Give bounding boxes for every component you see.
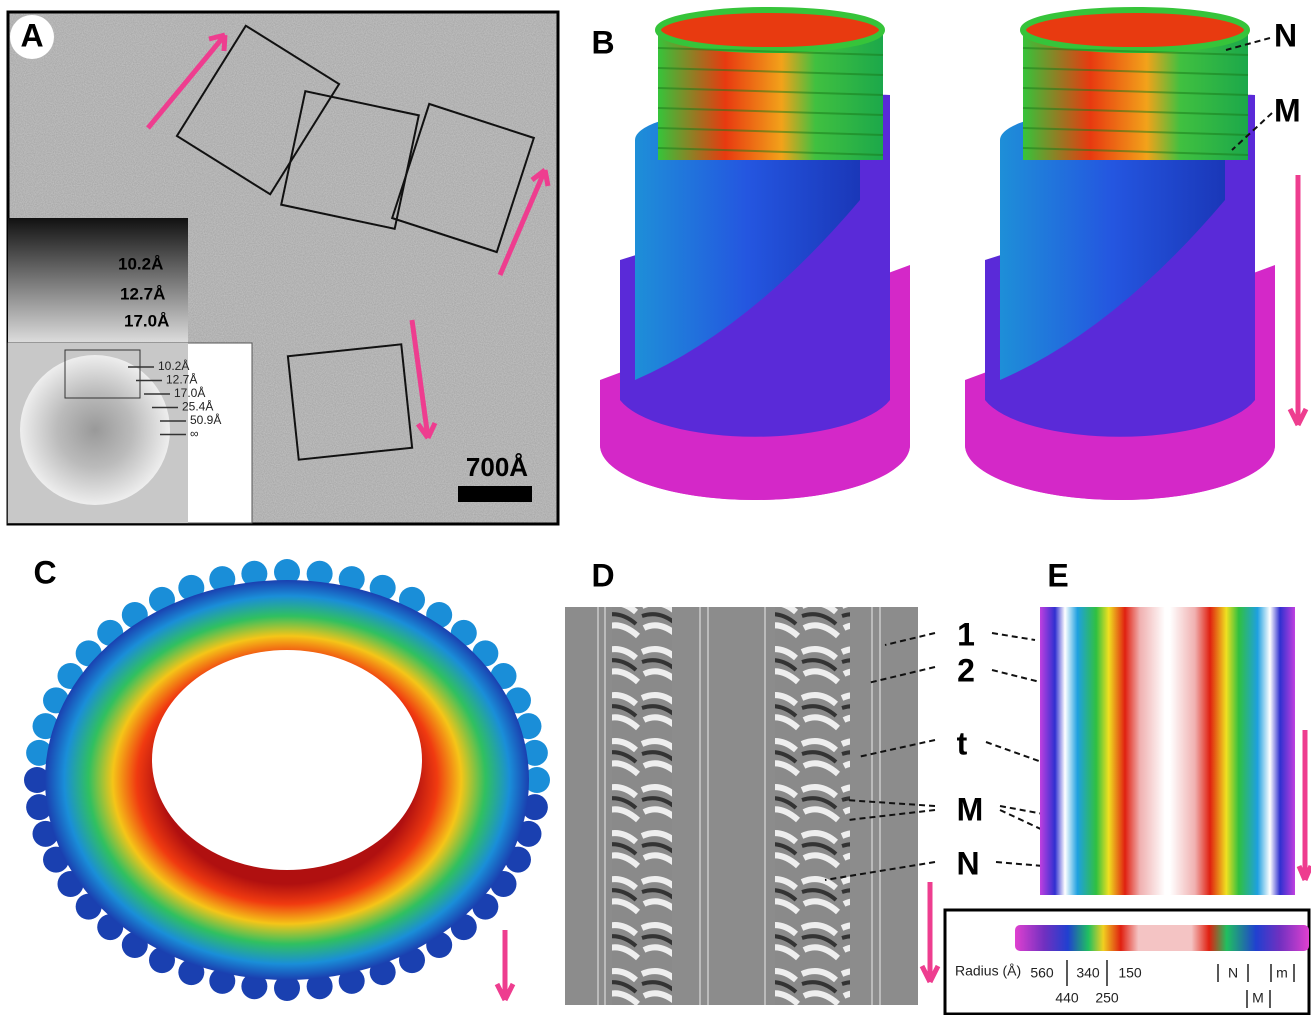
annotation: N [956,845,979,881]
strand [775,607,850,1005]
scale-label: 700Å [466,452,528,482]
top-rim [1023,10,1247,50]
panel-a: A 10.2Å 12.7Å 17.0Å 10.2Å12.7Å17.0Å25.4Å… [8,12,558,524]
annotation: 1 [957,616,975,652]
annotation: 2 [957,652,975,688]
resolution: 50.9Å [190,412,221,427]
panel-label: A [20,17,43,53]
colorbar-title: Radius (Å) [955,963,1021,979]
resolution: 10.2Å [158,358,189,373]
layer-label: N [1228,965,1238,981]
layer-label: m [1276,965,1288,981]
panel-label: E [1047,557,1068,593]
radius-tick: 250 [1095,990,1119,1006]
fft-ring [20,355,170,505]
annotation: M [1274,92,1301,128]
figure: A 10.2Å 12.7Å 17.0Å 10.2Å12.7Å17.0Å25.4Å… [0,0,1311,1015]
radius-tick: 150 [1118,965,1142,981]
arrow [922,882,938,982]
radius-tick: 440 [1055,990,1079,1006]
radial-strip [1170,607,1295,895]
scale-bar [458,486,532,502]
panel-label: D [591,557,614,593]
radial-strip [1040,607,1165,895]
resolution: 25.4Å [182,399,213,414]
panel-label: B [591,24,614,60]
annotation: N [1274,17,1297,53]
colorbar [1015,925,1309,951]
resolution: ∞ [190,427,199,441]
resolution: 17.0Å [124,311,169,330]
annotation: M [957,791,984,827]
arrow [497,930,513,1000]
resolution: 12.7Å [166,372,197,387]
panel-e: E Radius (Å) 560 340 150 440 250 N m M [945,557,1311,1014]
resolution: 12.7Å [120,284,165,303]
arrow [1299,730,1311,880]
resolution: 10.2Å [118,254,163,273]
resolution: 17.0Å [174,385,205,400]
radius-tick: 340 [1076,965,1100,981]
arrow [1290,175,1306,425]
panel-b: B N M [591,10,1306,500]
strand [612,607,672,1005]
top-rim [658,10,882,50]
panel-label: C [33,554,56,590]
layer-label: M [1252,990,1264,1006]
ring-hole [152,650,422,870]
radius-tick: 560 [1030,965,1054,981]
annotation: t [957,725,968,761]
panel-c: C [24,554,550,1001]
